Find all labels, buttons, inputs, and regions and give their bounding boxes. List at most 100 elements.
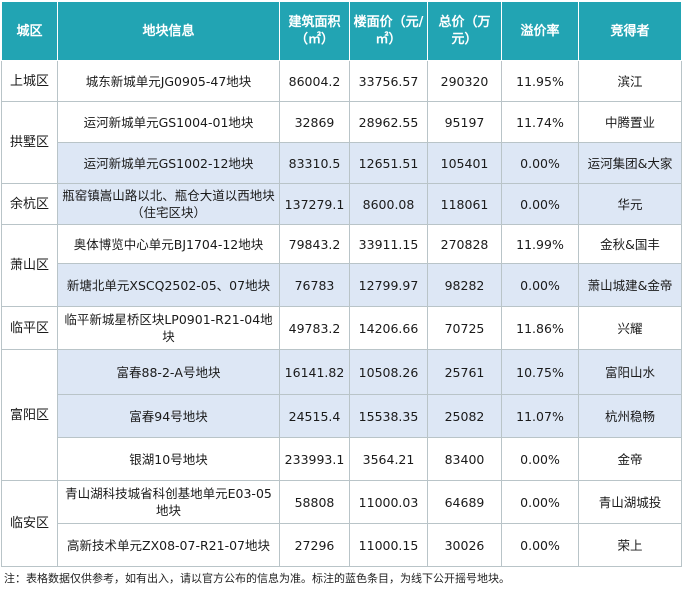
area-cell: 86004.2 bbox=[279, 60, 350, 102]
table-header-row: 城区 地块信息 建筑面积（㎡） 楼面价（元/㎡） 总价（万元） 溢价率 竞得者 bbox=[1, 1, 682, 61]
area-cell: 137279.1 bbox=[279, 183, 350, 225]
winner-cell: 滨江 bbox=[578, 60, 682, 102]
premium-cell: 0.00% bbox=[501, 183, 579, 225]
winner-cell: 运河集团&大家 bbox=[578, 142, 682, 184]
premium-cell: 0.00% bbox=[501, 480, 579, 524]
winner-cell: 富阳山水 bbox=[578, 349, 682, 395]
total-price-cell: 105401 bbox=[427, 142, 502, 184]
area-cell: 49783.2 bbox=[279, 306, 350, 350]
floor-price-cell: 28962.55 bbox=[349, 101, 428, 143]
parcel-cell: 富春94号地块 bbox=[57, 394, 280, 438]
floor-price-cell: 10508.26 bbox=[349, 349, 428, 395]
area-cell: 83310.5 bbox=[279, 142, 350, 184]
total-price-cell: 98282 bbox=[427, 263, 502, 307]
parcel-cell: 富春88-2-A号地块 bbox=[57, 349, 280, 395]
floor-price-cell: 33756.57 bbox=[349, 60, 428, 102]
area-cell: 79843.2 bbox=[279, 224, 350, 264]
floor-price-cell: 14206.66 bbox=[349, 306, 428, 350]
winner-cell: 中腾置业 bbox=[578, 101, 682, 143]
premium-cell: 0.00% bbox=[501, 142, 579, 184]
floor-price-cell: 33911.15 bbox=[349, 224, 428, 264]
table-row: 临安区 青山湖科技城省科创基地单元E03-05地块 58808 11000.03… bbox=[1, 480, 682, 567]
total-price-cell: 118061 bbox=[427, 183, 502, 225]
premium-cell: 0.00% bbox=[501, 263, 579, 307]
header-parcel: 地块信息 bbox=[57, 1, 280, 61]
header-area: 建筑面积（㎡） bbox=[279, 1, 350, 61]
total-price-cell: 64689 bbox=[427, 480, 502, 524]
footnote: 注：表格数据仅供参考，如有出入，请以官方公布的信息为准。标注的蓝色条目，为线下公… bbox=[4, 572, 510, 585]
parcel-cell: 新塘北单元XSCQ2502-05、07地块 bbox=[57, 263, 280, 307]
winner-cell: 萧山城建&金帝 bbox=[578, 263, 682, 307]
header-district: 城区 bbox=[1, 1, 58, 61]
total-price-cell: 25082 bbox=[427, 394, 502, 438]
table-row: 富春94号地块 24515.4 15538.35 25082 11.07% 杭州… bbox=[2, 394, 682, 438]
parcel-cell: 银湖10号地块 bbox=[57, 437, 280, 481]
area-cell: 27296 bbox=[279, 523, 350, 567]
total-price-cell: 83400 bbox=[427, 437, 502, 481]
premium-cell: 11.99% bbox=[501, 224, 579, 264]
header-premium: 溢价率 bbox=[501, 1, 579, 61]
header-floor-price: 楼面价（元/㎡） bbox=[349, 1, 428, 61]
table-row: 新塘北单元XSCQ2502-05、07地块 76783 12799.97 982… bbox=[2, 263, 682, 307]
floor-price-cell: 3564.21 bbox=[349, 437, 428, 481]
area-cell: 58808 bbox=[279, 480, 350, 524]
total-price-cell: 30026 bbox=[427, 523, 502, 567]
parcel-cell: 瓶窑镇嵩山路以北、瓶仓大道以西地块（住宅区块） bbox=[57, 183, 280, 225]
parcel-cell: 运河新城单元GS1004-01地块 bbox=[57, 101, 280, 143]
area-cell: 32869 bbox=[279, 101, 350, 143]
total-price-cell: 95197 bbox=[427, 101, 502, 143]
premium-cell: 0.00% bbox=[501, 523, 579, 567]
district-cell: 拱墅区 bbox=[1, 101, 58, 184]
floor-price-cell: 12651.51 bbox=[349, 142, 428, 184]
premium-cell: 11.95% bbox=[501, 60, 579, 102]
premium-cell: 11.74% bbox=[501, 101, 579, 143]
area-cell: 24515.4 bbox=[279, 394, 350, 438]
premium-cell: 11.07% bbox=[501, 394, 579, 438]
winner-cell: 杭州稳畅 bbox=[578, 394, 682, 438]
winner-cell: 金帝 bbox=[578, 437, 682, 481]
district-cell: 上城区 bbox=[1, 60, 58, 102]
parcel-cell: 高新技术单元ZX08-07-R21-07地块 bbox=[57, 523, 280, 567]
total-price-cell: 25761 bbox=[427, 349, 502, 395]
premium-cell: 10.75% bbox=[501, 349, 579, 395]
table-row: 银湖10号地块 233993.1 3564.21 83400 0.00% 金帝 bbox=[2, 437, 682, 481]
floor-price-cell: 11000.03 bbox=[349, 480, 428, 524]
parcel-cell: 青山湖科技城省科创基地单元E03-05地块 bbox=[57, 480, 280, 524]
table-row: 高新技术单元ZX08-07-R21-07地块 27296 11000.15 30… bbox=[2, 523, 682, 567]
district-cell: 临平区 bbox=[1, 306, 58, 350]
winner-cell: 华元 bbox=[578, 183, 682, 225]
table-row: 临平区 临平新城星桥区块LP0901-R21-04地块 49783.2 1420… bbox=[1, 306, 682, 350]
table-row: 拱墅区 运河新城单元GS1004-01地块 32869 28962.55 951… bbox=[1, 101, 682, 184]
winner-cell: 兴耀 bbox=[578, 306, 682, 350]
table-row: 萧山区 奥体博览中心单元BJ1704-12地块 79843.2 33911.15… bbox=[1, 224, 682, 307]
floor-price-cell: 11000.15 bbox=[349, 523, 428, 567]
winner-cell: 金秋&国丰 bbox=[578, 224, 682, 264]
district-cell: 富阳区 bbox=[1, 349, 58, 481]
floor-price-cell: 15538.35 bbox=[349, 394, 428, 438]
premium-cell: 0.00% bbox=[501, 437, 579, 481]
winner-cell: 青山湖城投 bbox=[578, 480, 682, 524]
area-cell: 76783 bbox=[279, 263, 350, 307]
total-price-cell: 70725 bbox=[427, 306, 502, 350]
district-cell: 余杭区 bbox=[1, 183, 58, 225]
floor-price-cell: 12799.97 bbox=[349, 263, 428, 307]
table-row: 上城区 城东新城单元JG0905-47地块 86004.2 33756.57 2… bbox=[1, 60, 682, 102]
parcel-cell: 城东新城单元JG0905-47地块 bbox=[57, 60, 280, 102]
area-cell: 16141.82 bbox=[279, 349, 350, 395]
district-cell: 萧山区 bbox=[1, 224, 58, 307]
table-row: 运河新城单元GS1002-12地块 83310.5 12651.51 10540… bbox=[2, 142, 682, 184]
table-row: 余杭区 瓶窑镇嵩山路以北、瓶仓大道以西地块（住宅区块） 137279.1 860… bbox=[1, 183, 682, 225]
header-total-price: 总价（万元） bbox=[427, 1, 502, 61]
parcel-cell: 奥体博览中心单元BJ1704-12地块 bbox=[57, 224, 280, 264]
table-row: 富阳区 富春88-2-A号地块 16141.82 10508.26 25761 … bbox=[1, 349, 682, 481]
area-cell: 233993.1 bbox=[279, 437, 350, 481]
parcel-cell: 运河新城单元GS1002-12地块 bbox=[57, 142, 280, 184]
parcel-cell: 临平新城星桥区块LP0901-R21-04地块 bbox=[57, 306, 280, 350]
land-auction-table: 城区 地块信息 建筑面积（㎡） 楼面价（元/㎡） 总价（万元） 溢价率 竞得者 … bbox=[1, 1, 682, 567]
premium-cell: 11.86% bbox=[501, 306, 579, 350]
header-winner: 竞得者 bbox=[578, 1, 682, 61]
floor-price-cell: 8600.08 bbox=[349, 183, 428, 225]
district-cell: 临安区 bbox=[1, 480, 58, 567]
winner-cell: 荣上 bbox=[578, 523, 682, 567]
